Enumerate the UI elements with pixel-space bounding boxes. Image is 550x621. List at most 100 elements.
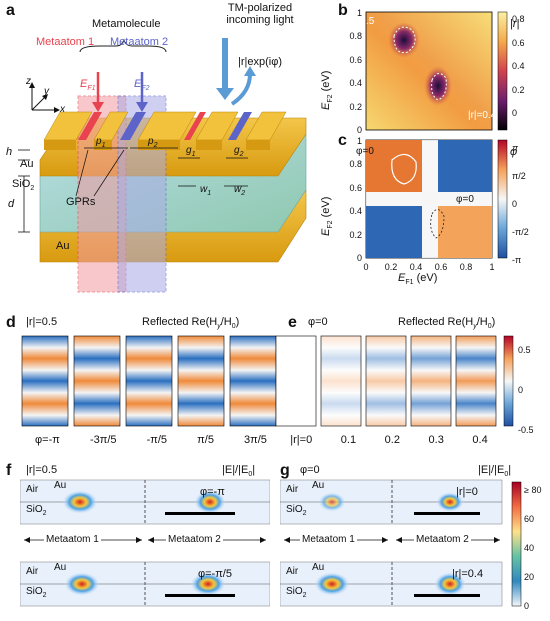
panel-g-air-top: Air — [286, 484, 299, 495]
panel-label-f: f — [6, 462, 12, 479]
panel-e-label: 0.2 — [384, 434, 400, 446]
svg-text:0.8: 0.8 — [460, 262, 473, 272]
panel-g-left-title: φ=0 — [300, 464, 320, 476]
svg-text:0.6: 0.6 — [349, 183, 362, 193]
panel-e-label: |r|=0 — [290, 434, 313, 446]
axis-z-label: z — [26, 76, 31, 87]
panel-e-left-title: φ=0 — [308, 316, 328, 328]
panel-e-field-strip-border — [320, 335, 362, 427]
w2-label: w2 — [234, 184, 246, 197]
panel-e-right-title: Reflected Re(Hy/H0) — [398, 316, 496, 331]
g2-label: g2 — [234, 145, 244, 158]
svg-text:0.4: 0.4 — [349, 78, 362, 88]
ef2-label: EF2 — [134, 78, 150, 93]
panel-e-field-strip-border — [410, 335, 452, 427]
gprs-label: GPRs — [66, 196, 96, 208]
panel-label-a: a — [6, 2, 15, 19]
panel-c-cbar-ticks: π π/2 0 -π/2 -π — [512, 143, 529, 265]
svg-text:0.2: 0.2 — [385, 262, 398, 272]
panel-f-phi-top: φ=-π — [200, 486, 225, 498]
panel-g-near-field — [280, 479, 522, 607]
panel-f-sio2-bottom: SiO2 — [26, 586, 47, 599]
axis-y-label: y — [44, 86, 49, 97]
metaatom2-label: Metaatom 2 — [110, 36, 169, 48]
svg-text:0.8: 0.8 — [349, 31, 362, 41]
panel-c-map: 0 0.2 0.4 0.6 0.8 1 0 0.2 0.4 0.6 0.8 1 — [349, 136, 508, 272]
panel-g-cbar-ticks: ≥ 80 60 40 20 0 — [524, 485, 542, 611]
svg-text:1: 1 — [489, 262, 494, 272]
panel-e-field-strip-border — [455, 335, 497, 427]
d-label: d — [8, 198, 15, 210]
panel-g-right-title: |E|/|E0| — [478, 464, 512, 479]
g1-label: g1 — [186, 145, 196, 158]
panel-e-label: 0.3 — [428, 434, 444, 446]
panel-b-annotation-1: |r|=0.5 — [346, 16, 375, 27]
panel-label-b: b — [338, 2, 348, 19]
panel-d-field-maps — [21, 335, 277, 427]
panel-d-left-title: |r|=0.5 — [26, 316, 58, 328]
panel-e-label: 0.4 — [472, 434, 488, 446]
panel-e-field-strip-border — [275, 335, 317, 427]
sio2-label: SiO2 — [12, 178, 35, 193]
p1-label: p1 — [96, 136, 106, 149]
panel-e-field-strip-border — [365, 335, 407, 427]
h-label: h — [6, 146, 13, 158]
panel-f-right-title: |E|/|E0| — [222, 464, 256, 479]
panel-b-title: |r| — [510, 18, 520, 30]
svg-text:0.2: 0.2 — [349, 230, 362, 240]
panel-d-label: 3π/5 — [244, 434, 267, 446]
panel-f-meta2: Metaatom 2 — [166, 534, 223, 545]
panel-c-annotation-1: φ=0 — [356, 146, 374, 157]
panel-d-field-strip — [177, 335, 225, 427]
panel-label-d: d — [6, 314, 16, 331]
gold-gratings — [43, 111, 287, 150]
panel-e-field-strip-fill — [456, 336, 496, 426]
panel-g-sio2-top: SiO2 — [286, 504, 307, 517]
reflection-formula: |r|exp(iφ) — [238, 56, 283, 68]
svg-text:0: 0 — [357, 253, 362, 263]
panel-d-label: -π/5 — [146, 434, 168, 446]
au-bottom-label: Au — [56, 240, 70, 252]
panel-label-c: c — [338, 132, 347, 149]
panel-label-e: e — [288, 314, 297, 331]
panel-g-sio2-bottom: SiO2 — [286, 586, 307, 599]
metaatom1-label: Metaatom 1 — [36, 36, 95, 48]
panel-f-left-title: |r|=0.5 — [26, 464, 58, 476]
panel-f-sio2-top: SiO2 — [26, 504, 47, 517]
panel-g-au-top: Au — [312, 480, 325, 491]
panel-e-label: 0.1 — [340, 434, 357, 446]
w1-label: w1 — [200, 184, 212, 197]
au-top-label: Au — [20, 158, 34, 170]
panel-c-xlabel: EF1 (eV) — [398, 272, 438, 287]
panel-b-annotation-2: |r|=0.4 — [468, 110, 497, 121]
svg-text:1: 1 — [357, 8, 362, 18]
panel-c-title: φ — [510, 146, 518, 158]
panel-d-right-title: Reflected Re(Hy/H0) — [142, 316, 240, 331]
panel-d-field-strip — [21, 335, 69, 427]
panel-c-annotation-2: φ=0 — [456, 194, 474, 205]
incoming-light-label: TM-polarized incoming light — [226, 2, 294, 26]
panel-f-au-top: Au — [54, 480, 67, 491]
panel-b-map: 0 0.2 0.4 0.6 0.8 1 — [349, 8, 508, 135]
svg-text:0: 0 — [363, 262, 368, 272]
panel-e-cbar-ticks: 0.5 0 -0.5 — [518, 345, 534, 435]
svg-text:0: 0 — [357, 125, 362, 135]
metamolecule-label: Metamolecule — [92, 18, 161, 30]
panel-a-schematic — [18, 38, 307, 293]
panel-e-field-strip-fill — [411, 336, 451, 426]
panel-g-r-bottom: |r|=0.4 — [452, 568, 484, 580]
svg-text:0.4: 0.4 — [349, 206, 362, 216]
panel-g-au-bottom: Au — [312, 562, 325, 573]
svg-text:1: 1 — [357, 136, 362, 146]
panel-e-field-maps — [275, 335, 514, 427]
svg-text:0.4: 0.4 — [410, 262, 423, 272]
panel-f-air-top: Air — [26, 484, 39, 495]
svg-text:0.6: 0.6 — [435, 262, 448, 272]
panel-d-label: φ=-π — [35, 434, 60, 446]
panel-c-ylabel: EF2 (eV) — [320, 196, 335, 236]
panel-f-air-bottom: Air — [26, 566, 39, 577]
panel-g-r-top: |r|=0 — [456, 486, 478, 498]
axis-x-label: x — [60, 104, 65, 115]
ef1-label: EF1 — [80, 78, 96, 93]
panel-d-field-strip — [125, 335, 173, 427]
